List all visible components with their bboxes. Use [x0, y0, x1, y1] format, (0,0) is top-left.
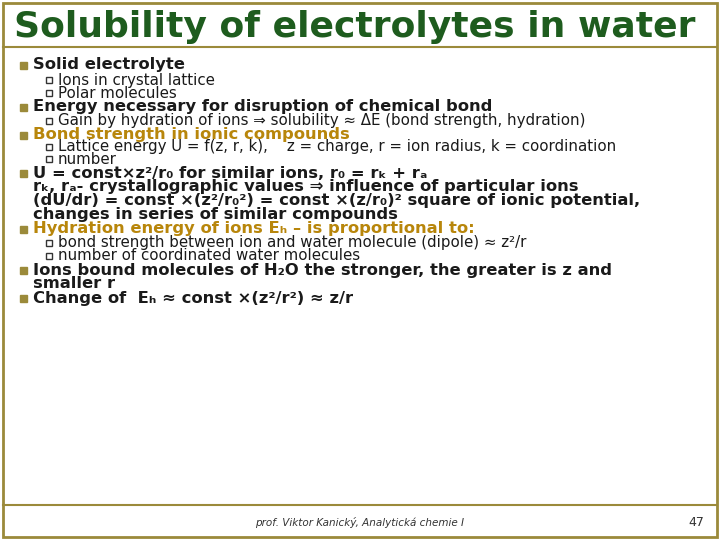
Text: Bond strength in ionic compounds: Bond strength in ionic compounds [33, 127, 350, 143]
Text: (dU/dr) = const ×(z²/r₀²) = const ×(z/r₀)² square of ionic potential,: (dU/dr) = const ×(z²/r₀²) = const ×(z/r₀… [33, 193, 640, 208]
Bar [46, 77, 52, 83]
Text: Energy necessary for disruption of chemical bond: Energy necessary for disruption of chemi… [33, 99, 492, 114]
Text: Ions bound molecules of H₂O the stronger, the greater is z and: Ions bound molecules of H₂O the stronger… [33, 262, 612, 278]
Bar [46, 156, 52, 162]
Text: bond strength between ion and water molecule (dipole) ≈ z²/r: bond strength between ion and water mole… [58, 235, 526, 251]
Bar [20, 104, 27, 111]
Bar [46, 118, 52, 124]
Text: number: number [58, 152, 117, 166]
Bar [46, 253, 52, 259]
Text: Solubility of electrolytes in water: Solubility of electrolytes in water [14, 10, 696, 44]
Text: prof. Viktor Kanický, Analytická chemie I: prof. Viktor Kanický, Analytická chemie … [256, 516, 464, 528]
Text: rₖ, rₐ- crystallographic values ⇒ influence of particular ions: rₖ, rₐ- crystallographic values ⇒ influe… [33, 179, 578, 194]
Text: 47: 47 [688, 516, 704, 529]
Text: Ions in crystal lattice: Ions in crystal lattice [58, 72, 215, 87]
Text: Hydration energy of ions Eₕ – is proportional to:: Hydration energy of ions Eₕ – is proport… [33, 221, 474, 237]
Bar [20, 170, 27, 177]
Bar [20, 267, 27, 273]
Text: changes in series of similar compounds: changes in series of similar compounds [33, 206, 398, 221]
Text: Polar molecules: Polar molecules [58, 85, 176, 100]
Bar [20, 294, 27, 301]
Text: number of coordinated water molecules: number of coordinated water molecules [58, 248, 360, 264]
Bar [20, 132, 27, 138]
Bar [46, 144, 52, 150]
Bar [46, 90, 52, 96]
Text: Gain by hydration of ions ⇒ solubility ≈ ΔE (bond strength, hydration): Gain by hydration of ions ⇒ solubility ≈… [58, 113, 585, 129]
Bar [46, 240, 52, 246]
Bar [20, 226, 27, 233]
Text: Solid electrolyte: Solid electrolyte [33, 57, 185, 72]
Text: U = const×z²/r₀ for similar ions, r₀ = rₖ + rₐ: U = const×z²/r₀ for similar ions, r₀ = r… [33, 165, 428, 180]
Bar [20, 62, 27, 69]
Text: Change of  Eₕ ≈ const ×(z²/r²) ≈ z/r: Change of Eₕ ≈ const ×(z²/r²) ≈ z/r [33, 291, 353, 306]
Text: smaller r: smaller r [33, 275, 115, 291]
Text: Lattice energy U = f(z, r, k),    z = charge, r = ion radius, k = coordination: Lattice energy U = f(z, r, k), z = charg… [58, 139, 616, 154]
